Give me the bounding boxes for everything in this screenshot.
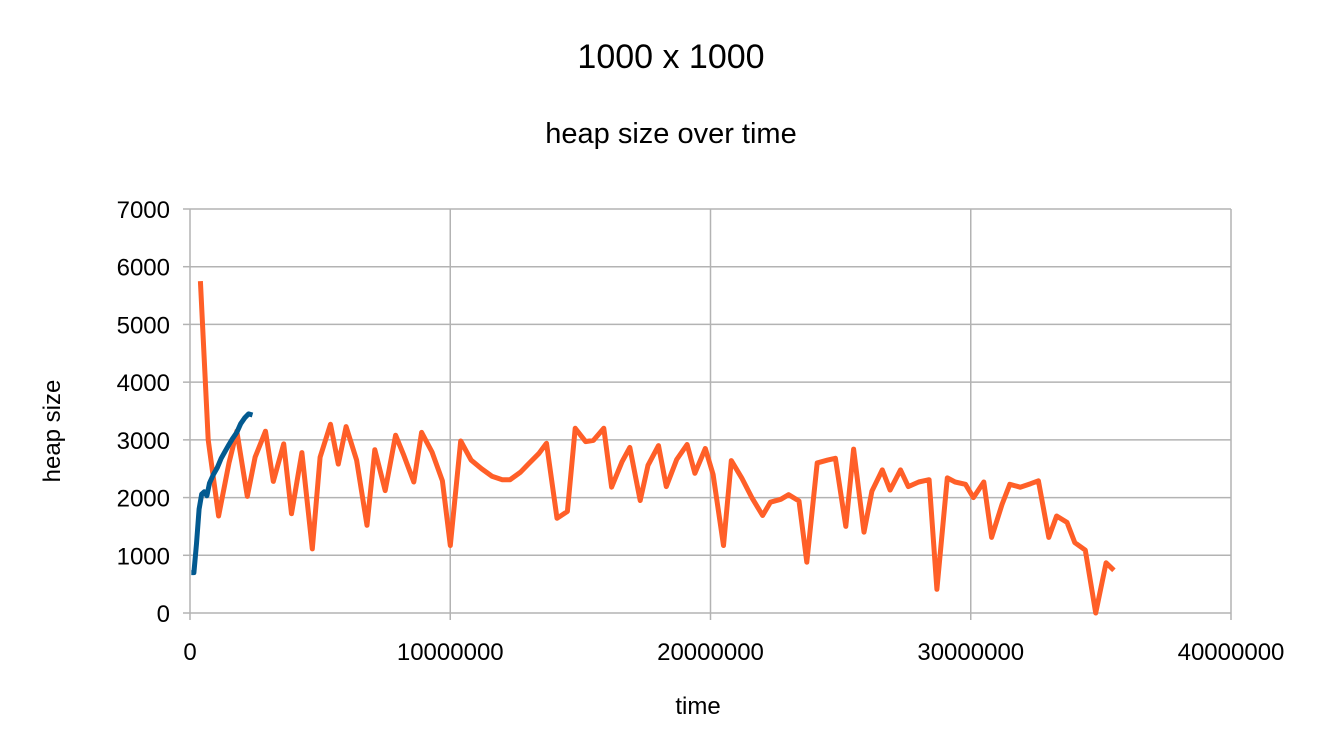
grid — [183, 208, 1232, 620]
chart-subtitle: heap size over time — [545, 118, 796, 150]
y-axis-title: heap size — [39, 380, 66, 483]
y-tick-label: 0 — [157, 601, 170, 628]
tick-labels: 0 1000 2000 3000 4000 5000 6000 7000 0 10000000 20… — [117, 197, 1285, 666]
y-tick-label: 6000 — [117, 255, 170, 282]
series-line-2 — [191, 411, 254, 576]
series-line-1 — [197, 280, 1116, 616]
y-tick-label: 1000 — [117, 543, 170, 570]
y-tick-label: 5000 — [117, 312, 170, 339]
x-tick-label: 30000000 — [917, 639, 1024, 666]
chart-title: 1000 x 1000 — [577, 38, 764, 76]
x-tick-label: 10000000 — [397, 639, 504, 666]
x-tick-label: 20000000 — [657, 639, 764, 666]
y-tick-label: 7000 — [117, 197, 170, 224]
x-tick-label: 0 — [183, 639, 196, 666]
x-axis-title: time — [675, 693, 720, 720]
y-tick-label: 2000 — [117, 486, 170, 513]
y-tick-label: 3000 — [117, 428, 170, 455]
x-tick-label: 40000000 — [1178, 639, 1285, 666]
y-tick-label: 4000 — [117, 370, 170, 397]
series-lines — [191, 280, 1116, 616]
